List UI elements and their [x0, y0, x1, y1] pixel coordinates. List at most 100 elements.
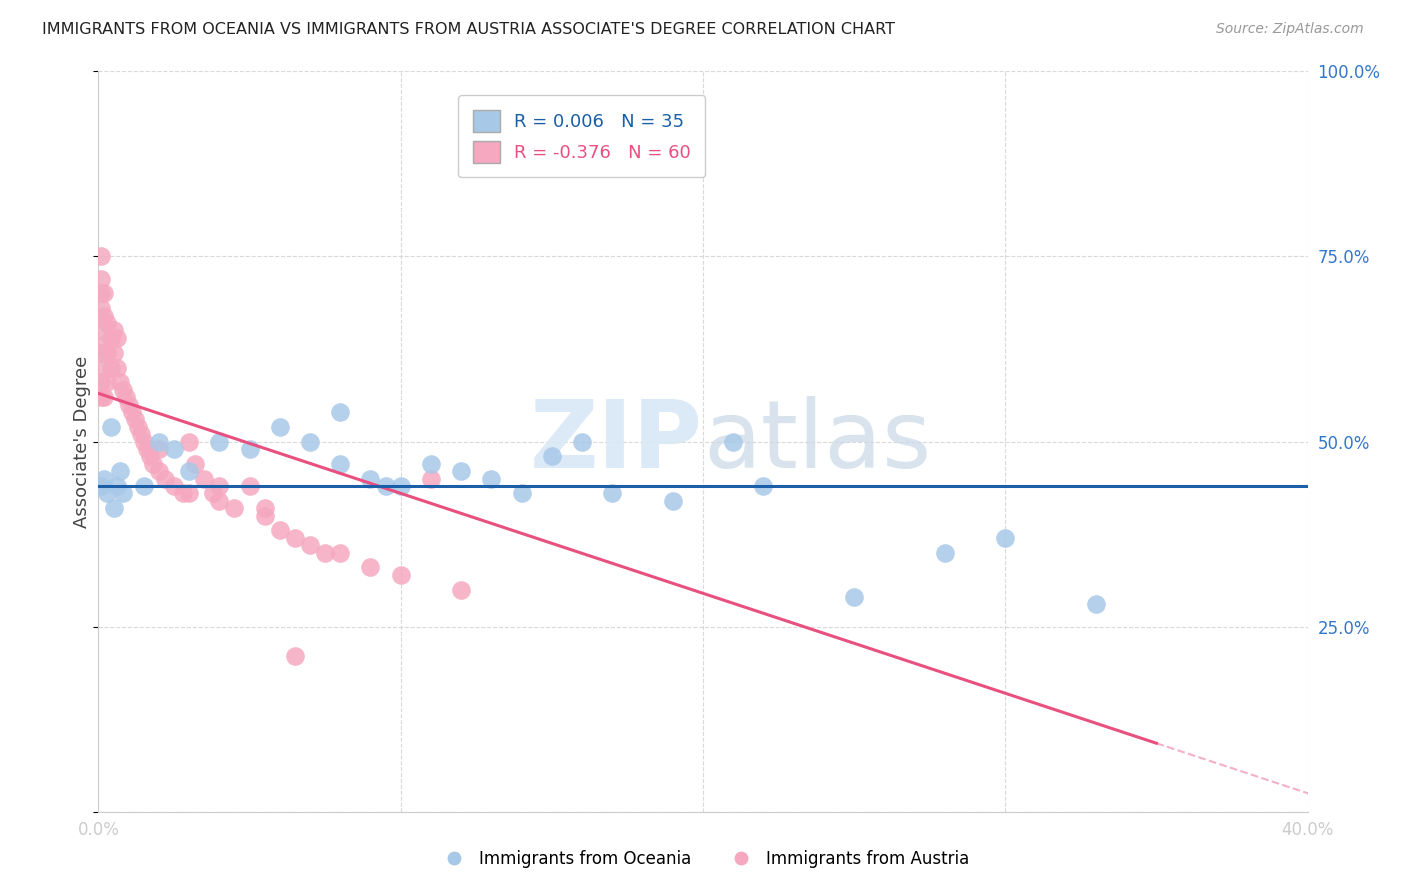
Point	[844, 590, 866, 604]
Point	[284, 531, 307, 545]
Point	[96, 486, 118, 500]
Point	[934, 546, 956, 560]
Point	[132, 434, 155, 449]
Point	[90, 250, 112, 264]
Point	[299, 434, 322, 449]
Point	[148, 442, 170, 456]
Point	[163, 442, 186, 456]
Point	[239, 479, 262, 493]
Point	[723, 434, 745, 449]
Point	[420, 471, 443, 485]
Point	[329, 405, 352, 419]
Point	[105, 479, 128, 493]
Point	[108, 376, 131, 390]
Point	[132, 479, 155, 493]
Text: IMMIGRANTS FROM OCEANIA VS IMMIGRANTS FROM AUSTRIA ASSOCIATE'S DEGREE CORRELATIO: IMMIGRANTS FROM OCEANIA VS IMMIGRANTS FR…	[42, 22, 896, 37]
Point	[93, 309, 115, 323]
Point	[540, 450, 562, 464]
Point	[103, 324, 125, 338]
Point	[269, 524, 291, 538]
Point	[96, 376, 118, 390]
Point	[111, 486, 134, 500]
Point	[208, 479, 231, 493]
Point	[124, 412, 146, 426]
Point	[105, 360, 128, 375]
Point	[103, 501, 125, 516]
Text: atlas: atlas	[703, 395, 931, 488]
Point	[994, 531, 1017, 545]
Point	[253, 501, 276, 516]
Point	[752, 479, 775, 493]
Point	[208, 493, 231, 508]
Legend: Immigrants from Oceania, Immigrants from Austria: Immigrants from Oceania, Immigrants from…	[430, 844, 976, 875]
Point	[103, 345, 125, 359]
Point	[111, 383, 134, 397]
Point	[127, 419, 149, 434]
Point	[224, 501, 246, 516]
Point	[202, 486, 225, 500]
Point	[193, 471, 215, 485]
Point	[389, 567, 412, 582]
Point	[90, 286, 112, 301]
Point	[299, 538, 322, 552]
Point	[90, 271, 112, 285]
Text: ZIP: ZIP	[530, 395, 703, 488]
Point	[179, 486, 201, 500]
Text: Source: ZipAtlas.com: Source: ZipAtlas.com	[1216, 22, 1364, 37]
Point	[90, 376, 112, 390]
Point	[93, 286, 115, 301]
Point	[148, 464, 170, 478]
Point	[96, 316, 118, 330]
Y-axis label: Associate's Degree: Associate's Degree	[73, 355, 91, 528]
Point	[661, 493, 683, 508]
Point	[329, 546, 352, 560]
Point	[139, 450, 162, 464]
Point	[129, 427, 152, 442]
Point	[93, 471, 115, 485]
Point	[114, 390, 136, 404]
Point	[510, 486, 533, 500]
Point	[121, 405, 143, 419]
Point	[172, 486, 194, 500]
Point	[90, 390, 112, 404]
Point	[93, 390, 115, 404]
Point	[360, 560, 382, 574]
Point	[269, 419, 291, 434]
Point	[100, 419, 122, 434]
Point	[184, 457, 207, 471]
Point	[481, 471, 503, 485]
Point	[389, 479, 412, 493]
Legend: R = 0.006   N = 35, R = -0.376   N = 60: R = 0.006 N = 35, R = -0.376 N = 60	[458, 95, 706, 178]
Point	[450, 464, 472, 478]
Point	[253, 508, 276, 523]
Point	[90, 324, 112, 338]
Point	[450, 582, 472, 597]
Point	[602, 486, 624, 500]
Point	[374, 479, 396, 493]
Point	[142, 457, 165, 471]
Point	[118, 398, 141, 412]
Point	[93, 338, 115, 352]
Point	[179, 434, 201, 449]
Point	[239, 442, 262, 456]
Point	[314, 546, 336, 560]
Point	[108, 464, 131, 478]
Point	[571, 434, 593, 449]
Point	[100, 360, 122, 375]
Point	[153, 471, 176, 485]
Point	[96, 345, 118, 359]
Point	[100, 331, 122, 345]
Point	[90, 479, 112, 493]
Point	[90, 345, 112, 359]
Point	[329, 457, 352, 471]
Point	[208, 434, 231, 449]
Point	[1085, 598, 1108, 612]
Point	[179, 464, 201, 478]
Point	[148, 434, 170, 449]
Point	[284, 649, 307, 664]
Point	[163, 479, 186, 493]
Point	[105, 331, 128, 345]
Point	[90, 301, 112, 316]
Point	[93, 360, 115, 375]
Point	[420, 457, 443, 471]
